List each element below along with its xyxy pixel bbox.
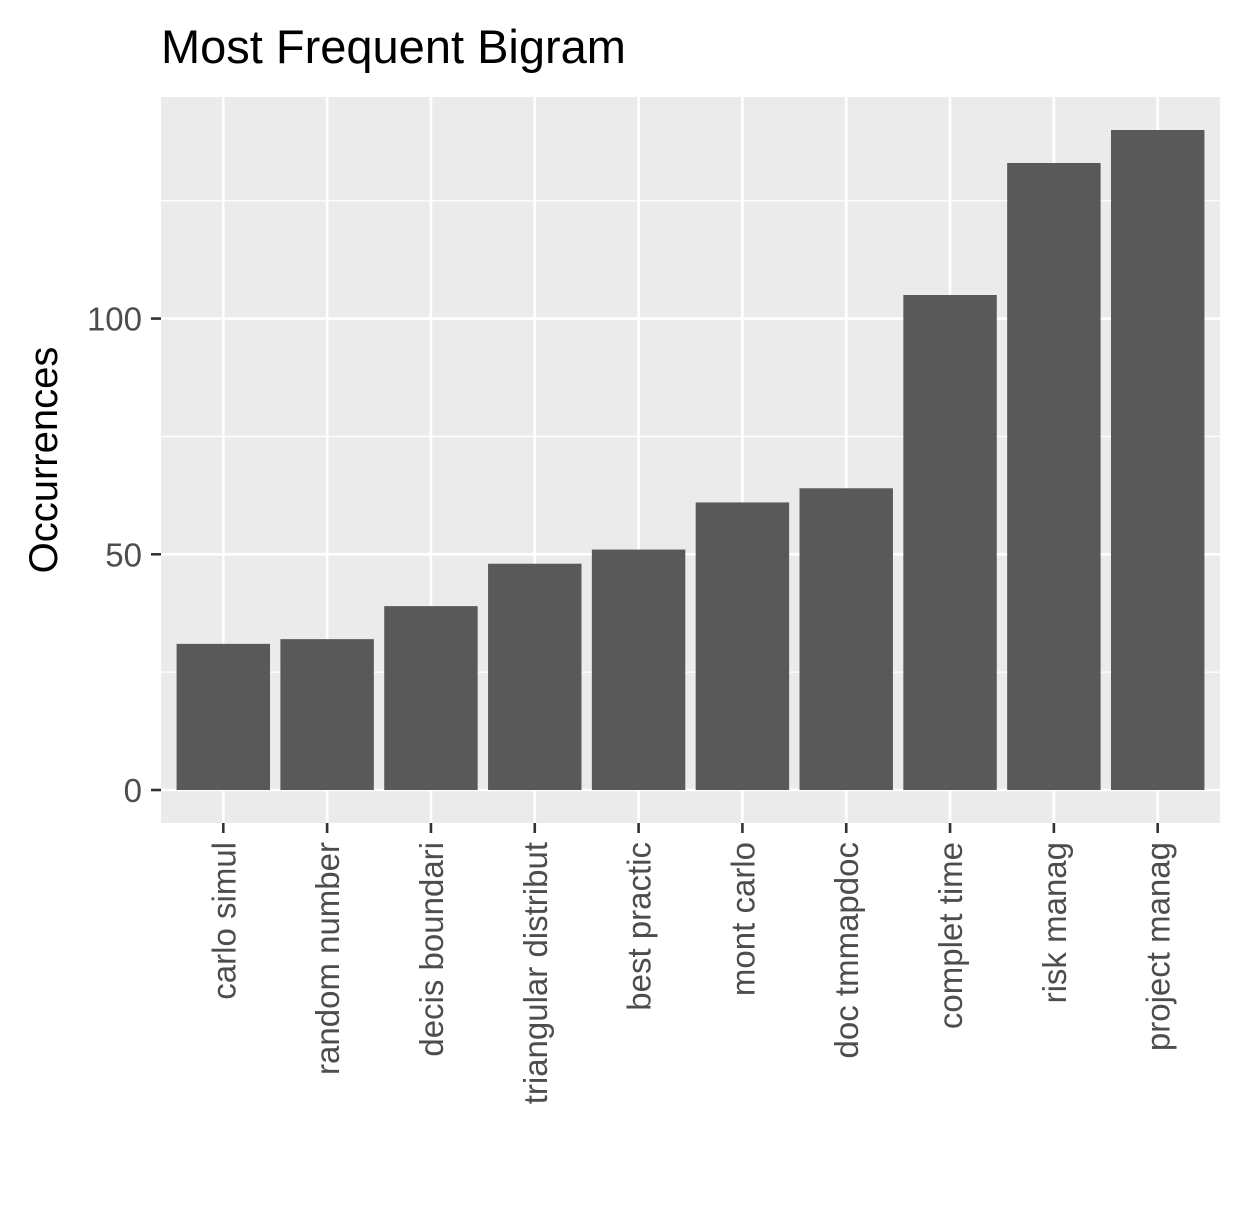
y-tick-label: 100 (87, 301, 142, 338)
x-tick-label: project manag (1140, 842, 1177, 1051)
x-axis: carlo simul random number decis boundari tr… (205, 823, 1177, 1104)
x-tick-label: triangular distribut (517, 842, 554, 1104)
bar (799, 488, 893, 790)
bar (384, 606, 478, 790)
bar (1110, 130, 1205, 790)
bar (1007, 163, 1101, 790)
x-tick-label: decis boundari (413, 842, 450, 1057)
bar (280, 639, 374, 790)
bar (903, 295, 997, 790)
y-axis: 0 50 100 (87, 301, 161, 809)
x-tick-label: random number (309, 842, 346, 1075)
chart-title: Most Frequent Bigram (161, 20, 626, 73)
bar (695, 502, 790, 790)
x-tick-label: complet time (932, 842, 969, 1029)
bars (176, 130, 1205, 790)
x-tick-label: risk manag (1036, 842, 1073, 1003)
x-tick-label: carlo simul (205, 842, 242, 1000)
y-axis-title: Occurrences (22, 347, 66, 574)
bar (176, 643, 271, 790)
x-tick-label: doc tmmapdoc (828, 842, 865, 1058)
x-tick-label: best practic (621, 842, 658, 1011)
y-tick-label: 0 (124, 772, 142, 809)
x-tick-label: mont carlo (724, 842, 761, 996)
bar (591, 549, 686, 790)
y-tick-label: 50 (105, 536, 142, 573)
bar (488, 563, 582, 790)
